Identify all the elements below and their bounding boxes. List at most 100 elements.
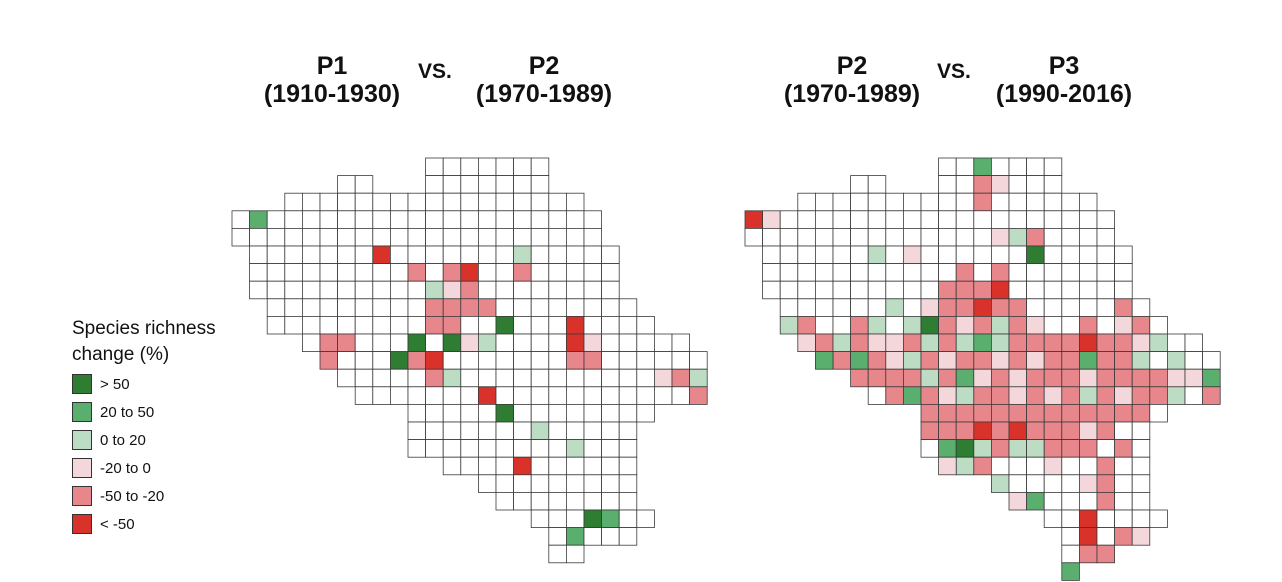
grid-cell [1043, 245, 1063, 265]
grid-cell [337, 280, 356, 300]
grid-cell [372, 315, 391, 335]
grid-cell [249, 280, 268, 300]
grid-cell [513, 157, 532, 177]
grid-cell [301, 245, 321, 265]
grid-cell [266, 280, 286, 300]
grid-cell [1096, 386, 1116, 405]
grid-cell [583, 351, 603, 370]
grid-cell [1026, 192, 1045, 212]
grid-cell [850, 280, 869, 300]
grid-cell [425, 263, 444, 282]
grid-cell [566, 263, 585, 282]
grid-cell [850, 192, 869, 212]
grid-cell [407, 280, 427, 300]
grid-cell [548, 456, 567, 476]
grid-cell [477, 474, 497, 493]
grid-cell [832, 210, 852, 229]
grid-cell [513, 351, 532, 370]
grid-cell [513, 192, 532, 212]
grid-cell [425, 280, 444, 300]
grid-cell [1061, 263, 1080, 282]
grid-cell [1043, 333, 1063, 353]
grid-cell [566, 333, 585, 353]
grid-cell [938, 227, 957, 247]
grid-cell [407, 333, 427, 353]
grid-cell [284, 280, 303, 300]
grid-cell [583, 491, 603, 511]
grid-cell [442, 456, 462, 476]
grid-cell [1008, 351, 1028, 370]
grid-cell [354, 351, 374, 370]
grid-cell [1079, 245, 1098, 265]
grid-cell [779, 298, 799, 317]
grid-cell [636, 333, 655, 353]
grid-cell [548, 421, 567, 441]
map1-right-period: P2 [528, 52, 560, 80]
grid-cell [477, 351, 497, 370]
grid-cell [920, 315, 940, 335]
grid-cell [903, 386, 922, 405]
grid-cell [867, 368, 887, 388]
grid-cell [867, 227, 887, 247]
grid-cell [513, 474, 532, 493]
grid-cell [1061, 368, 1080, 388]
grid-cell [460, 175, 479, 194]
grid-cell [832, 333, 852, 353]
grid-cell [973, 315, 992, 335]
grid-cell [618, 527, 638, 546]
grid-cell [354, 315, 374, 335]
grid-cell [1026, 421, 1045, 441]
grid-cell [389, 315, 409, 335]
grid-cell [407, 351, 427, 370]
grid-cell [389, 368, 409, 388]
grid-cell [654, 386, 673, 405]
grid-cell [938, 315, 957, 335]
grid-cell [832, 192, 852, 212]
grid-cell [284, 315, 303, 335]
grid-cell [583, 474, 603, 493]
grid-cell [920, 421, 940, 441]
grid-cell [495, 403, 515, 423]
grid-cell [1149, 403, 1168, 423]
grid-cell [955, 333, 975, 353]
grid-cell [991, 263, 1010, 282]
grid-cell [903, 333, 922, 353]
grid-cell [991, 175, 1010, 194]
grid-cell [301, 298, 321, 317]
grid-cell [566, 210, 585, 229]
grid-cell [850, 210, 869, 229]
grid-cell [513, 421, 532, 441]
legend-item: < -50 [72, 513, 135, 535]
grid-cell [566, 544, 585, 564]
grid-cell [1026, 456, 1045, 476]
grid-cell [513, 227, 532, 247]
map1-left-period: P1 [316, 52, 348, 80]
grid-cell [1131, 509, 1151, 529]
grid-cell [867, 386, 887, 405]
grid-cell [1043, 263, 1063, 282]
grid-cell [389, 245, 409, 265]
grid-cell [319, 333, 339, 353]
grid-cell [867, 263, 887, 282]
grid-cell [1114, 280, 1133, 300]
grid-cell [797, 263, 816, 282]
grid-cell [460, 456, 479, 476]
grid-cell [477, 421, 497, 441]
grid-cell [1061, 403, 1080, 423]
grid-cell [1079, 403, 1098, 423]
grid-cell [850, 298, 869, 317]
grid-cell [762, 263, 781, 282]
grid-cell [1131, 298, 1151, 317]
grid-cell [779, 315, 799, 335]
grid-cell [566, 351, 585, 370]
grid-cell [477, 439, 497, 458]
grid-cell [601, 403, 620, 423]
grid-cell [1079, 527, 1098, 546]
map2-cells [744, 157, 1221, 581]
grid-cell [495, 280, 515, 300]
grid-cell [583, 527, 603, 546]
grid-cell [920, 192, 940, 212]
grid-cell [1167, 351, 1186, 370]
grid-cell [885, 280, 904, 300]
